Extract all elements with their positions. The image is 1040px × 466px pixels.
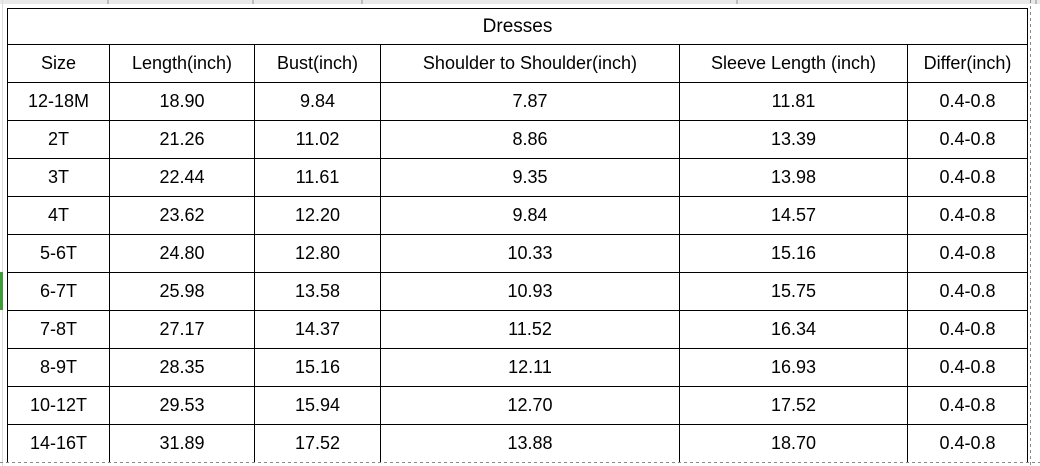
value-cell[interactable]: 15.94 (254, 386, 381, 425)
value-cell[interactable]: 17.52 (679, 386, 908, 425)
header-cell-length[interactable]: Length(inch) (109, 44, 255, 83)
size-cell[interactable]: 4T (7, 196, 110, 235)
table-row: 10-12T 29.53 15.94 12.70 17.52 0.4-0.8 (7, 386, 1028, 425)
value-cell[interactable]: 21.26 (109, 120, 255, 159)
size-cell[interactable]: 14-16T (7, 424, 110, 462)
value-cell[interactable]: 13.58 (254, 272, 381, 311)
value-cell[interactable]: 11.81 (679, 82, 908, 121)
table-row: 8-9T 28.35 15.16 12.11 16.93 0.4-0.8 (7, 348, 1028, 387)
value-cell[interactable]: 9.35 (380, 158, 680, 197)
value-cell[interactable]: 9.84 (254, 82, 381, 121)
value-cell[interactable]: 13.98 (679, 158, 908, 197)
table-row: 12-18M 18.90 9.84 7.87 11.81 0.4-0.8 (7, 82, 1028, 121)
size-cell[interactable]: 7-8T (7, 310, 110, 349)
size-cell[interactable]: 2T (7, 120, 110, 159)
size-cell[interactable]: 8-9T (7, 348, 110, 387)
header-cell-shoulder[interactable]: Shoulder to Shoulder(inch) (380, 44, 680, 83)
value-cell[interactable]: 9.84 (380, 196, 680, 235)
header-cell-size[interactable]: Size (7, 44, 110, 83)
value-cell[interactable]: 0.4-0.8 (907, 424, 1028, 462)
value-cell[interactable]: 14.37 (254, 310, 381, 349)
gridline-tick (1035, 0, 1037, 4)
value-cell[interactable]: 0.4-0.8 (907, 310, 1028, 349)
value-cell[interactable]: 0.4-0.8 (907, 82, 1028, 121)
value-cell[interactable]: 17.52 (254, 424, 381, 462)
value-cell[interactable]: 10.93 (380, 272, 680, 311)
value-cell[interactable]: 0.4-0.8 (907, 196, 1028, 235)
value-cell[interactable]: 15.16 (679, 234, 908, 273)
value-cell[interactable]: 23.62 (109, 196, 255, 235)
table-row: 3T 22.44 11.61 9.35 13.98 0.4-0.8 (7, 158, 1028, 197)
value-cell[interactable]: 29.53 (109, 386, 255, 425)
value-cell[interactable]: 7.87 (380, 82, 680, 121)
value-cell[interactable]: 0.4-0.8 (907, 386, 1028, 425)
table-row: 5-6T 24.80 12.80 10.33 15.16 0.4-0.8 (7, 234, 1028, 273)
size-cell[interactable]: 12-18M (7, 82, 110, 121)
value-cell[interactable]: 13.39 (679, 120, 908, 159)
value-cell[interactable]: 28.35 (109, 348, 255, 387)
value-cell[interactable]: 10.33 (380, 234, 680, 273)
gridline-tick (252, 0, 254, 4)
value-cell[interactable]: 0.4-0.8 (907, 120, 1028, 159)
gridline-tick (736, 0, 738, 4)
size-cell[interactable]: 6-7T (7, 272, 110, 311)
page-break-horizontal-line (0, 462, 1040, 463)
gridline-tick (361, 0, 363, 4)
value-cell[interactable]: 0.4-0.8 (907, 234, 1028, 273)
size-cell[interactable]: 10-12T (7, 386, 110, 425)
value-cell[interactable]: 15.75 (679, 272, 908, 311)
value-cell[interactable]: 27.17 (109, 310, 255, 349)
header-row: Size Length(inch) Bust(inch) Shoulder to… (7, 44, 1028, 83)
value-cell[interactable]: 12.20 (254, 196, 381, 235)
value-cell[interactable]: 18.90 (109, 82, 255, 121)
value-cell[interactable]: 22.44 (109, 158, 255, 197)
page-break-vertical-line (1030, 0, 1031, 466)
gridline-tick (107, 0, 109, 4)
size-chart-table: Dresses Size Length(inch) Bust(inch) Sho… (7, 8, 1028, 462)
left-gridline (2, 0, 3, 466)
value-cell[interactable]: 24.80 (109, 234, 255, 273)
value-cell[interactable]: 11.61 (254, 158, 381, 197)
value-cell[interactable]: 8.86 (380, 120, 680, 159)
spreadsheet-gridline-strip (0, 0, 1040, 4)
value-cell[interactable]: 13.88 (380, 424, 680, 462)
table-title-cell[interactable]: Dresses (7, 8, 1028, 45)
header-cell-differ[interactable]: Differ(inch) (907, 44, 1028, 83)
table-row: 2T 21.26 11.02 8.86 13.39 0.4-0.8 (7, 120, 1028, 159)
table-row: 4T 23.62 12.20 9.84 14.57 0.4-0.8 (7, 196, 1028, 235)
selected-row-indicator (0, 272, 3, 310)
size-cell[interactable]: 3T (7, 158, 110, 197)
value-cell[interactable]: 15.16 (254, 348, 381, 387)
value-cell[interactable]: 16.93 (679, 348, 908, 387)
value-cell[interactable]: 25.98 (109, 272, 255, 311)
value-cell[interactable]: 0.4-0.8 (907, 158, 1028, 197)
value-cell[interactable]: 12.11 (380, 348, 680, 387)
value-cell[interactable]: 14.57 (679, 196, 908, 235)
title-row: Dresses (7, 8, 1028, 45)
value-cell[interactable]: 11.02 (254, 120, 381, 159)
size-cell[interactable]: 5-6T (7, 234, 110, 273)
value-cell[interactable]: 16.34 (679, 310, 908, 349)
value-cell[interactable]: 12.80 (254, 234, 381, 273)
value-cell[interactable]: 11.52 (380, 310, 680, 349)
value-cell[interactable]: 12.70 (380, 386, 680, 425)
value-cell[interactable]: 31.89 (109, 424, 255, 462)
header-cell-sleeve[interactable]: Sleeve Length (inch) (679, 44, 908, 83)
value-cell[interactable]: 0.4-0.8 (907, 272, 1028, 311)
value-cell[interactable]: 18.70 (679, 424, 908, 462)
header-cell-bust[interactable]: Bust(inch) (254, 44, 381, 83)
table-row: 7-8T 27.17 14.37 11.52 16.34 0.4-0.8 (7, 310, 1028, 349)
table-row: 14-16T 31.89 17.52 13.88 18.70 0.4-0.8 (7, 424, 1028, 462)
table-row: 6-7T 25.98 13.58 10.93 15.75 0.4-0.8 (7, 272, 1028, 311)
value-cell[interactable]: 0.4-0.8 (907, 348, 1028, 387)
